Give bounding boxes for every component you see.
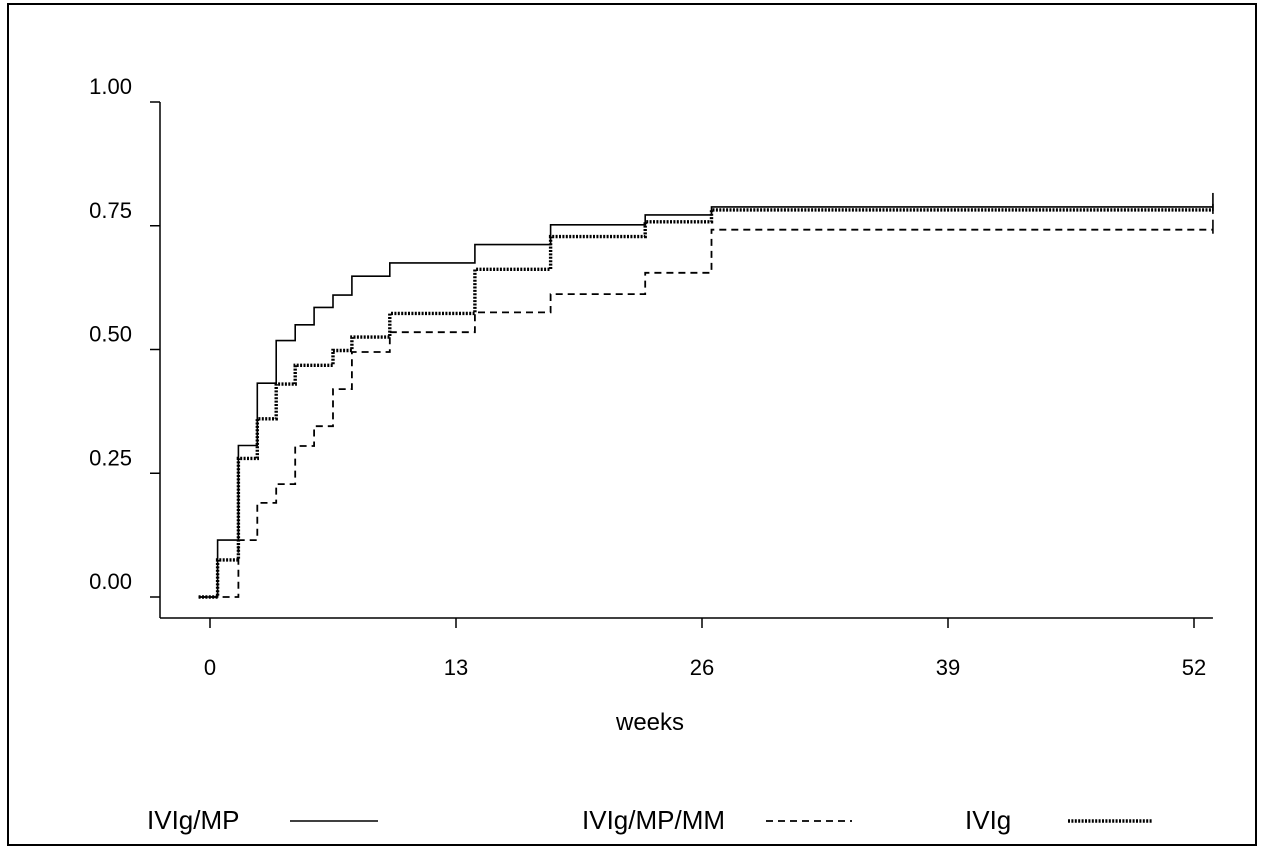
legend-label-ivig-mp-mm: IVIg/MP/MM: [582, 805, 725, 835]
y-tick-label: 0.50: [89, 322, 132, 347]
series-line-ivig: [198, 208, 1213, 599]
series-line-ivig-mp: [198, 206, 1213, 598]
x-axis-title: weeks: [615, 709, 684, 736]
y-tick-label: 1.00: [89, 74, 132, 99]
series-line-ivig-mp-mm: [198, 228, 1213, 598]
axes: 0.00 0.25 0.50 0.75 1.00 0 13 26 39 52 weeks: [89, 74, 1213, 736]
x-tick-label: 13: [444, 655, 468, 680]
x-tick-label: 52: [1182, 655, 1206, 680]
legend-label-ivig: IVIg: [965, 805, 1011, 835]
legend-label-ivig-mp: IVIg/MP: [147, 805, 239, 835]
series-layer: [198, 192, 1214, 599]
chart-frame: [7, 3, 1257, 846]
y-tick-label: 0.75: [89, 198, 132, 223]
x-tick-label: 26: [690, 655, 714, 680]
x-tick-label: 0: [204, 655, 216, 680]
y-tick-label: 0.25: [89, 445, 132, 470]
x-tick-label: 39: [936, 655, 960, 680]
y-tick-label: 0.00: [89, 569, 132, 594]
legend: IVIg/MP IVIg/MP/MM IVIg: [147, 805, 1152, 835]
